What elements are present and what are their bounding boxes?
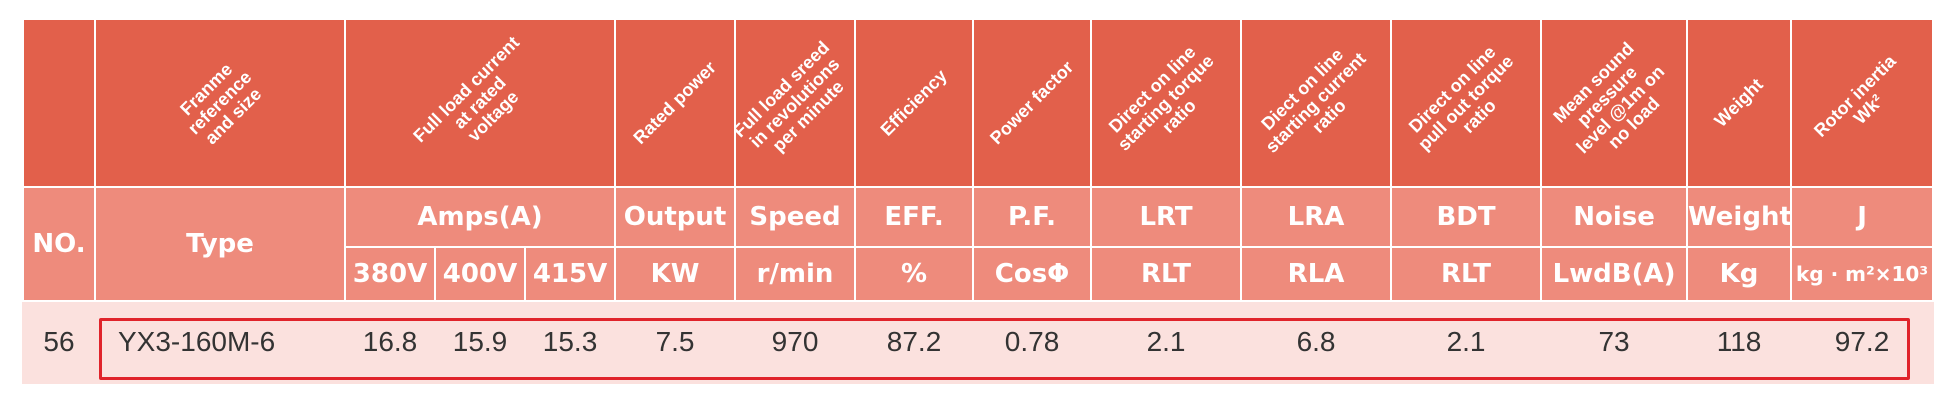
cell-type: YX3-160M-6 xyxy=(94,300,346,384)
header-j: J xyxy=(1790,186,1935,248)
spec-table: Franme reference and size Full load curr… xyxy=(22,18,1935,384)
rotated-header-bdt: Direct on line pull out torque ratio xyxy=(1390,18,1543,188)
rotated-header-lra: Diect on line starting current ratio xyxy=(1240,18,1393,188)
rotated-header-speed: Full load sreed in revolutions per minut… xyxy=(734,18,857,188)
cell-amps-415: 15.3 xyxy=(523,300,617,384)
rotated-header-power: Rated power xyxy=(614,18,737,188)
unit-380v: 380V xyxy=(344,246,436,302)
rotated-header-row: Franme reference and size Full load curr… xyxy=(22,18,1935,188)
rotated-header-noise: Mean sound pressure level @1m on no load xyxy=(1540,18,1689,188)
header-no: NO. xyxy=(22,186,96,302)
rotated-header-weight: Weight xyxy=(1686,18,1793,188)
rotated-header-current: Full load current at rated voltage xyxy=(343,18,617,188)
cell-eff: 87.2 xyxy=(854,300,975,384)
unit-rla: RLA xyxy=(1240,246,1393,302)
cell-speed: 970 xyxy=(734,300,857,384)
header-lrt: LRT xyxy=(1090,186,1243,248)
unit-rmin: r/min xyxy=(734,246,857,302)
header-output: Output xyxy=(614,186,737,248)
header-row-labels: NO. Type Amps(A) Output Speed EFF. P.F. … xyxy=(22,186,1935,302)
header-noise: Noise xyxy=(1540,186,1689,248)
header-pf: P.F. xyxy=(972,186,1093,248)
rotated-header-no xyxy=(22,18,96,188)
unit-lwdb: LwdB(A) xyxy=(1540,246,1689,302)
cell-lra: 6.8 xyxy=(1240,300,1393,384)
rotated-header-power-factor: Power factor xyxy=(972,18,1093,188)
unit-rlt-torque: RLT xyxy=(1090,246,1243,302)
header-amps: Amps(A) xyxy=(343,186,617,248)
unit-rlt-pullout: RLT xyxy=(1390,246,1543,302)
cell-no: 56 xyxy=(22,300,96,384)
cell-output: 7.5 xyxy=(614,300,737,384)
cell-amps-380: 16.8 xyxy=(344,300,436,384)
unit-kw: KW xyxy=(614,246,737,302)
unit-cos-phi: CosΦ xyxy=(972,246,1093,302)
table-row[interactable]: 56 YX3-160M-6 16.8 15.9 15.3 7.5 970 87.… xyxy=(22,300,1935,384)
header-eff: EFF. xyxy=(854,186,975,248)
header-speed: Speed xyxy=(734,186,857,248)
cell-noise: 73 xyxy=(1540,300,1689,384)
header-lra: LRA xyxy=(1240,186,1393,248)
header-bdt: BDT xyxy=(1390,186,1543,248)
unit-415v: 415V xyxy=(523,246,617,302)
unit-kg: Kg xyxy=(1686,246,1793,302)
header-weight: Weight xyxy=(1686,186,1793,248)
cell-bdt: 2.1 xyxy=(1390,300,1543,384)
cell-weight: 118 xyxy=(1686,300,1793,384)
header-type: Type xyxy=(94,186,346,302)
unit-400v: 400V xyxy=(434,246,526,302)
unit-percent: % xyxy=(854,246,975,302)
rotated-header-efficiency: Efficiency xyxy=(854,18,975,188)
cell-pf: 0.78 xyxy=(972,300,1093,384)
rotated-header-frame: Franme reference and size xyxy=(94,18,346,188)
cell-amps-400: 15.9 xyxy=(434,300,526,384)
header-row-units: 380V 400V 415V KW r/min % CosΦ RLT RLA R… xyxy=(23,246,1935,302)
unit-inertia: kg · m²×10³ xyxy=(1790,246,1935,302)
rotated-header-lrt: Direct on line starting torque ratio xyxy=(1090,18,1243,188)
cell-lrt: 2.1 xyxy=(1090,300,1243,384)
rotated-header-inertia: Rotor inertia Wk² xyxy=(1790,18,1935,188)
cell-j: 97.2 xyxy=(1790,300,1935,384)
